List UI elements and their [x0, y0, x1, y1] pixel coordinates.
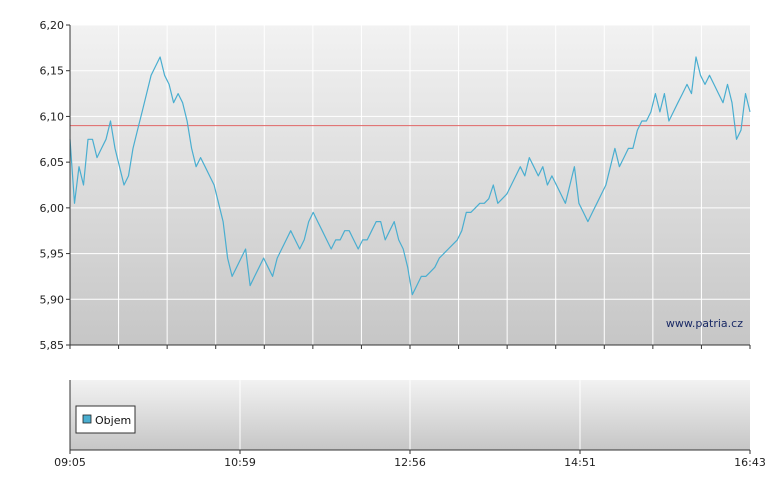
y-tick-label: 6,05 [40, 156, 65, 169]
volume-legend: Objem [75, 405, 136, 434]
x-tick-label: 12:56 [394, 456, 426, 469]
x-tick-label: 10:59 [224, 456, 256, 469]
y-tick-label: 6,00 [40, 202, 65, 215]
y-axis-ticks: 6,20 6,15 6,10 6,05 6,00 5,95 5,90 5,85 [40, 19, 70, 352]
legend-swatch [82, 414, 92, 424]
y-tick-label: 6,10 [40, 110, 65, 123]
x-tick-label: 09:05 [54, 456, 86, 469]
volume-grid [239, 380, 581, 450]
y-tick-label: 5,95 [40, 248, 65, 261]
y-tick-label: 6,15 [40, 65, 65, 78]
y-tick-label: 6,20 [40, 19, 65, 32]
x-tick-label: 16:43 [734, 456, 766, 469]
x-axis-ticks: 09:05 10:59 12:56 14:51 16:43 [54, 450, 766, 469]
y-tick-label: 5,85 [40, 339, 65, 352]
series-line-price [69, 56, 751, 296]
legend-label: Objem [95, 414, 131, 427]
watermark-label: www.patria.cz [666, 317, 743, 330]
y-tick-label: 5,90 [40, 293, 65, 306]
x-tick-label: 14:51 [564, 456, 596, 469]
price-series [69, 56, 751, 296]
